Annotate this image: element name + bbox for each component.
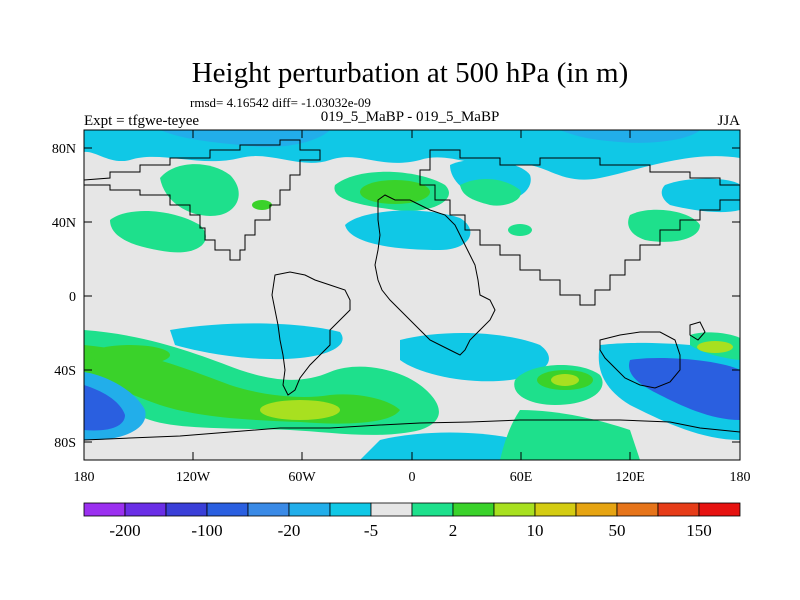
- colorbar-swatch: [165, 502, 208, 517]
- land-outlines: [84, 139, 740, 441]
- fill-south-pacific-core: [90, 345, 170, 365]
- fill-south-indian-blue: [629, 358, 740, 420]
- lon-tick-label: 180: [74, 470, 95, 485]
- fill-south-yellowgreen: [260, 400, 340, 420]
- colorbar-label: 50: [609, 521, 626, 540]
- stats-line: rmsd= 4.16542 diff= -1.03032e-09: [190, 95, 371, 110]
- lon-tick-label: 120W: [176, 470, 211, 485]
- outline-north-america: [84, 139, 321, 261]
- colorbar-swatch: [370, 502, 413, 517]
- fill-pacific-green: [110, 210, 206, 253]
- comparison-label: 019_5_MaBP - 019_5_MaBP: [321, 109, 500, 125]
- colorbar-swatch: [247, 502, 290, 517]
- colorbar-swatch: [534, 502, 577, 517]
- colorbar-label: -20: [278, 521, 301, 540]
- outline-australia: [599, 331, 681, 389]
- colorbar-label: -200: [109, 521, 140, 540]
- lat-tick-label: 0: [69, 290, 76, 305]
- colorbar-swatch: [493, 502, 536, 517]
- fill-indian-yellow: [551, 374, 579, 386]
- colorbar-swatch: [124, 502, 167, 517]
- map-panel: [83, 129, 741, 461]
- lon-axis: 180 120W 60W 0 60E 120E 180: [74, 470, 751, 485]
- lat-tick-label: 80S: [54, 436, 76, 451]
- outline-antarctica: [84, 419, 740, 441]
- fill-europe-core: [360, 180, 430, 204]
- outline-new-zealand: [689, 321, 706, 341]
- lon-tick-label: 60W: [288, 470, 316, 485]
- fill-north-blue: [160, 130, 330, 147]
- fill-pacific-east-green: [628, 209, 700, 242]
- colorbar-swatch: [288, 502, 331, 517]
- colorbar-label: -100: [191, 521, 222, 540]
- map-title: Height perturbation at 500 hPa (in m): [192, 57, 629, 89]
- colorbar-swatch: [329, 502, 372, 517]
- fill-siberia-green: [460, 178, 521, 206]
- colorbar-swatch: [83, 502, 126, 517]
- lon-tick-label: 60E: [510, 470, 533, 485]
- fill-south-atlantic-cyan: [400, 333, 549, 382]
- outline-south-america: [271, 271, 351, 396]
- fill-antarctic-green: [500, 410, 640, 460]
- lat-tick-label: 40S: [54, 364, 76, 379]
- axis-ticks: [84, 130, 740, 460]
- lat-tick-label: 40N: [52, 216, 76, 231]
- colorbar-swatch: [657, 502, 700, 517]
- fill-namerica-green: [160, 164, 239, 216]
- colorbar-swatch: [698, 502, 741, 517]
- fill-asia-small-green: [508, 224, 532, 236]
- expt-label: Expt = tfgwe-teyee: [84, 113, 199, 129]
- colorbar: -200 -100 -20 -5 2 10 50 150: [83, 502, 741, 540]
- lon-tick-label: 0: [409, 470, 416, 485]
- fill-antarctic-cyan: [360, 432, 540, 460]
- fill-namerica-core: [252, 200, 272, 210]
- colorbar-swatch: [575, 502, 618, 517]
- colorbar-swatch: [206, 502, 249, 517]
- fill-sw-deepblue: [84, 385, 125, 431]
- fill-asia-cyan: [345, 210, 471, 250]
- lat-axis: 80N 40N 0 40S 80S: [52, 142, 76, 451]
- colorbar-label: 150: [686, 521, 712, 540]
- colorbar-swatch: [452, 502, 495, 517]
- colorbar-label: 2: [449, 521, 458, 540]
- lon-tick-label: 180: [730, 470, 751, 485]
- season-label: JJA: [717, 113, 740, 129]
- fill-south-pacific-cyan: [170, 323, 343, 360]
- lat-tick-label: 80N: [52, 142, 76, 157]
- colorbar-swatch: [616, 502, 659, 517]
- outline-africa: [374, 194, 496, 356]
- colorbar-label: -5: [364, 521, 378, 540]
- colorbar-label: 10: [527, 521, 544, 540]
- fill-se-yellow: [697, 341, 733, 353]
- colorbar-swatch: [411, 502, 454, 517]
- contour-fills: [84, 130, 740, 460]
- lon-tick-label: 120E: [615, 470, 645, 485]
- outline-eurasia: [419, 149, 740, 306]
